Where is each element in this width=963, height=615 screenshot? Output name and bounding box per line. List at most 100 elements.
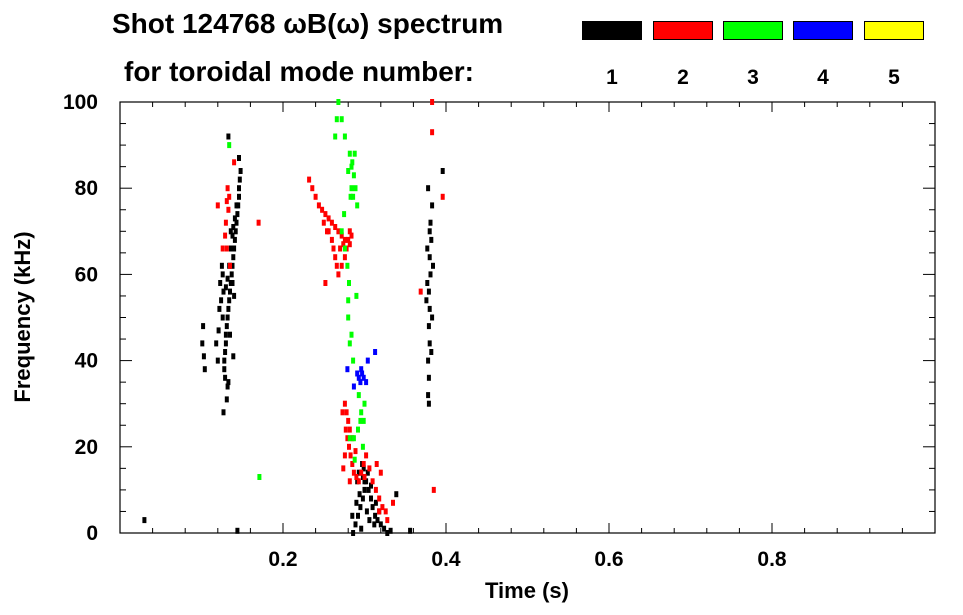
data-point-mode-1 <box>431 262 435 269</box>
data-point-mode-1 <box>225 383 230 390</box>
data-point-mode-3 <box>257 474 262 480</box>
legend-label-5: 5 <box>888 66 900 89</box>
data-point-mode-3 <box>352 150 357 157</box>
data-point-mode-2 <box>226 206 231 213</box>
data-point-mode-2 <box>225 185 230 192</box>
data-point-mode-1 <box>350 512 355 519</box>
data-point-mode-2 <box>338 245 343 252</box>
data-point-mode-1 <box>394 491 399 498</box>
data-point-mode-2 <box>347 426 352 433</box>
data-point-mode-1 <box>226 379 231 386</box>
data-point-mode-1 <box>354 499 359 506</box>
data-point-mode-2 <box>359 469 364 476</box>
data-point-mode-2 <box>343 426 348 433</box>
data-point-mode-1 <box>426 185 431 192</box>
data-point-mode-1 <box>230 232 235 239</box>
data-point-mode-2 <box>370 478 375 485</box>
data-point-mode-1 <box>426 400 431 407</box>
data-point-mode-3 <box>346 168 351 174</box>
x-tick-label: 0.6 <box>594 548 623 571</box>
data-point-mode-2 <box>378 469 383 476</box>
data-point-mode-2 <box>220 245 225 252</box>
x-tick-label: 0.8 <box>757 548 787 571</box>
data-point-mode-2 <box>430 129 435 136</box>
data-point-mode-4 <box>373 349 378 355</box>
data-point-mode-2 <box>323 280 328 286</box>
data-point-mode-2 <box>347 241 352 248</box>
legend-swatch-4 <box>793 21 853 40</box>
data-point-mode-1 <box>230 262 235 269</box>
y-tick-label: 40 <box>75 350 98 373</box>
data-point-mode-1 <box>373 512 378 519</box>
data-point-mode-1 <box>427 305 432 312</box>
data-point-mode-2 <box>256 219 261 226</box>
data-point-mode-1 <box>378 521 383 528</box>
data-point-mode-3 <box>339 228 344 235</box>
data-point-mode-2 <box>374 461 379 467</box>
data-point-mode-1 <box>228 288 232 295</box>
data-point-mode-1 <box>353 521 358 528</box>
data-point-mode-1 <box>232 236 237 243</box>
data-point-mode-3 <box>359 409 364 416</box>
data-point-mode-1 <box>430 202 435 209</box>
data-point-mode-1 <box>235 211 240 218</box>
data-point-mode-2 <box>361 461 366 467</box>
data-point-mode-2 <box>351 469 356 476</box>
data-point-mode-2 <box>333 254 338 261</box>
data-point-mode-4 <box>345 366 350 373</box>
data-point-mode-1 <box>237 176 242 183</box>
data-point-mode-1 <box>351 530 356 536</box>
data-point-mode-1 <box>223 331 228 338</box>
legend-label-2: 2 <box>677 66 689 89</box>
data-point-mode-3 <box>349 331 354 338</box>
data-point-mode-2 <box>336 271 341 278</box>
x-tick-label: 0.4 <box>431 548 461 571</box>
data-point-mode-1 <box>225 275 230 282</box>
y-tick-label: 80 <box>75 177 98 200</box>
data-point-mode-2 <box>307 176 312 183</box>
data-point-mode-3 <box>346 314 351 321</box>
data-point-mode-4 <box>361 374 366 381</box>
plot-frame <box>119 101 936 534</box>
data-point-mode-1 <box>228 245 233 252</box>
data-point-mode-1 <box>142 517 147 524</box>
y-tick-label: 20 <box>75 436 98 459</box>
y-tick-label: 100 <box>63 91 98 114</box>
data-point-mode-2 <box>350 461 355 467</box>
data-point-mode-1 <box>429 236 434 243</box>
legend-swatch-5 <box>864 21 924 40</box>
data-point-mode-1 <box>232 215 237 222</box>
data-point-mode-3 <box>348 193 353 200</box>
data-point-mode-2 <box>223 232 228 239</box>
data-point-mode-1 <box>219 262 224 269</box>
data-point-mode-2 <box>341 465 346 472</box>
data-point-mode-1 <box>357 491 362 498</box>
data-point-mode-3 <box>334 116 339 123</box>
data-point-mode-3 <box>351 435 356 442</box>
data-point-mode-3 <box>356 392 361 399</box>
legend-label-1: 1 <box>606 66 618 89</box>
data-point-mode-1 <box>359 525 364 532</box>
data-point-mode-2 <box>341 241 346 248</box>
data-point-mode-2 <box>373 486 378 493</box>
data-point-mode-2 <box>347 478 352 485</box>
data-point-mode-3 <box>339 116 344 123</box>
data-point-mode-1 <box>238 168 243 174</box>
data-point-mode-1 <box>370 504 375 511</box>
data-point-mode-1 <box>373 499 378 506</box>
data-point-mode-1 <box>217 305 222 312</box>
data-point-mode-1 <box>237 155 241 161</box>
data-point-mode-1 <box>200 340 205 347</box>
data-point-mode-1 <box>424 297 429 304</box>
data-point-mode-3 <box>362 400 367 407</box>
data-point-mode-2 <box>339 232 344 239</box>
legend-swatch-1 <box>582 21 642 40</box>
data-point-mode-2 <box>418 288 423 295</box>
data-point-mode-4 <box>364 379 369 386</box>
data-point-mode-2 <box>342 236 347 243</box>
data-point-mode-2 <box>367 465 372 472</box>
data-point-mode-1 <box>232 292 237 299</box>
data-point-mode-2 <box>377 508 382 515</box>
y-tick-label: 0 <box>86 522 98 545</box>
